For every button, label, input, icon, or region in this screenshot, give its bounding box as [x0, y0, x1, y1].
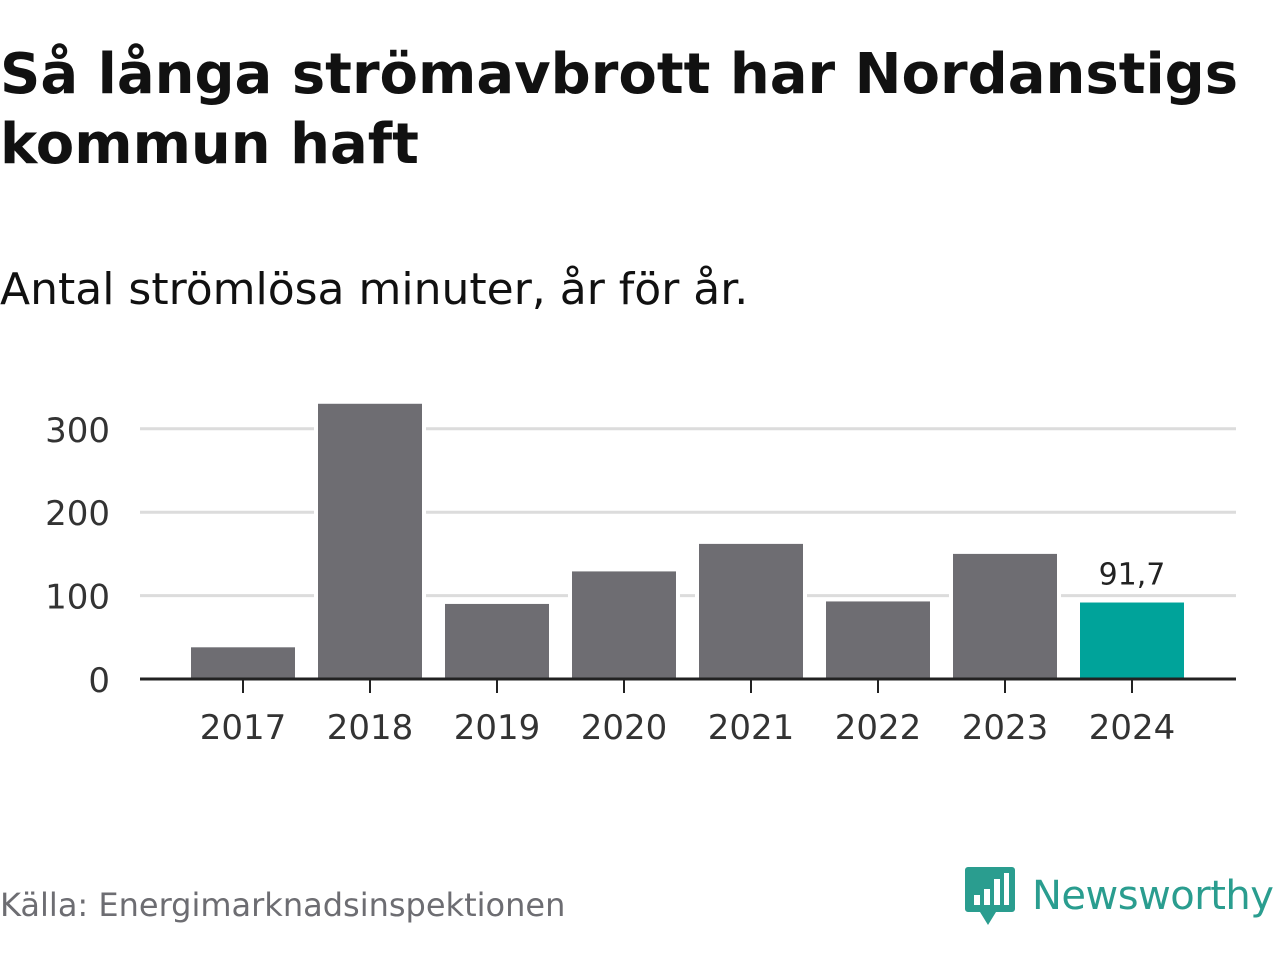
brand-logo: Newsworthy [964, 864, 1274, 928]
bar-2020 [572, 571, 676, 679]
chart-title: Så långa strömavbrott har Nordanstigs ko… [0, 42, 1239, 177]
y-tick-label: 200 [45, 494, 110, 534]
x-tick-label: 2023 [962, 708, 1049, 748]
bar-2019 [445, 603, 549, 679]
bars [187, 403, 1188, 679]
x-tick-label: 2020 [581, 708, 668, 748]
x-tick-label: 2022 [835, 708, 922, 748]
data-label: 91,7 [1099, 558, 1166, 593]
y-tick-label: 300 [45, 411, 110, 451]
y-tick-label: 0 [88, 661, 110, 701]
grid-lines [140, 427, 1236, 598]
chart-subtitle: Antal strömlösa minuter, år för år. [0, 264, 749, 315]
source-note: Källa: Energimarknadsinspektionen [0, 886, 566, 924]
bar-2021 [699, 543, 803, 679]
x-tick-label: 2019 [454, 708, 541, 748]
brand-name: Newsworthy [1032, 873, 1274, 919]
axes [140, 677, 1236, 693]
x-tick-label: 2021 [708, 708, 795, 748]
bar-2023 [953, 553, 1057, 679]
bar-2017 [191, 647, 295, 679]
labels: 0 100 200 300 2017 2018 2019 2020 2021 2022 2023 20… [45, 411, 1175, 748]
newsworthy-logo-icon [965, 867, 1015, 925]
y-tick-label: 100 [45, 578, 110, 618]
x-tick-label: 2024 [1089, 708, 1176, 748]
x-tick-label: 2018 [327, 708, 414, 748]
bar-2018 [318, 403, 422, 679]
bar-2022 [826, 601, 930, 679]
bar-2024 [1080, 602, 1184, 679]
bar-chart: 0 100 200 300 2017 2018 2019 2020 2021 2022 2023 20… [45, 403, 1236, 748]
x-tick-label: 2017 [200, 708, 287, 748]
